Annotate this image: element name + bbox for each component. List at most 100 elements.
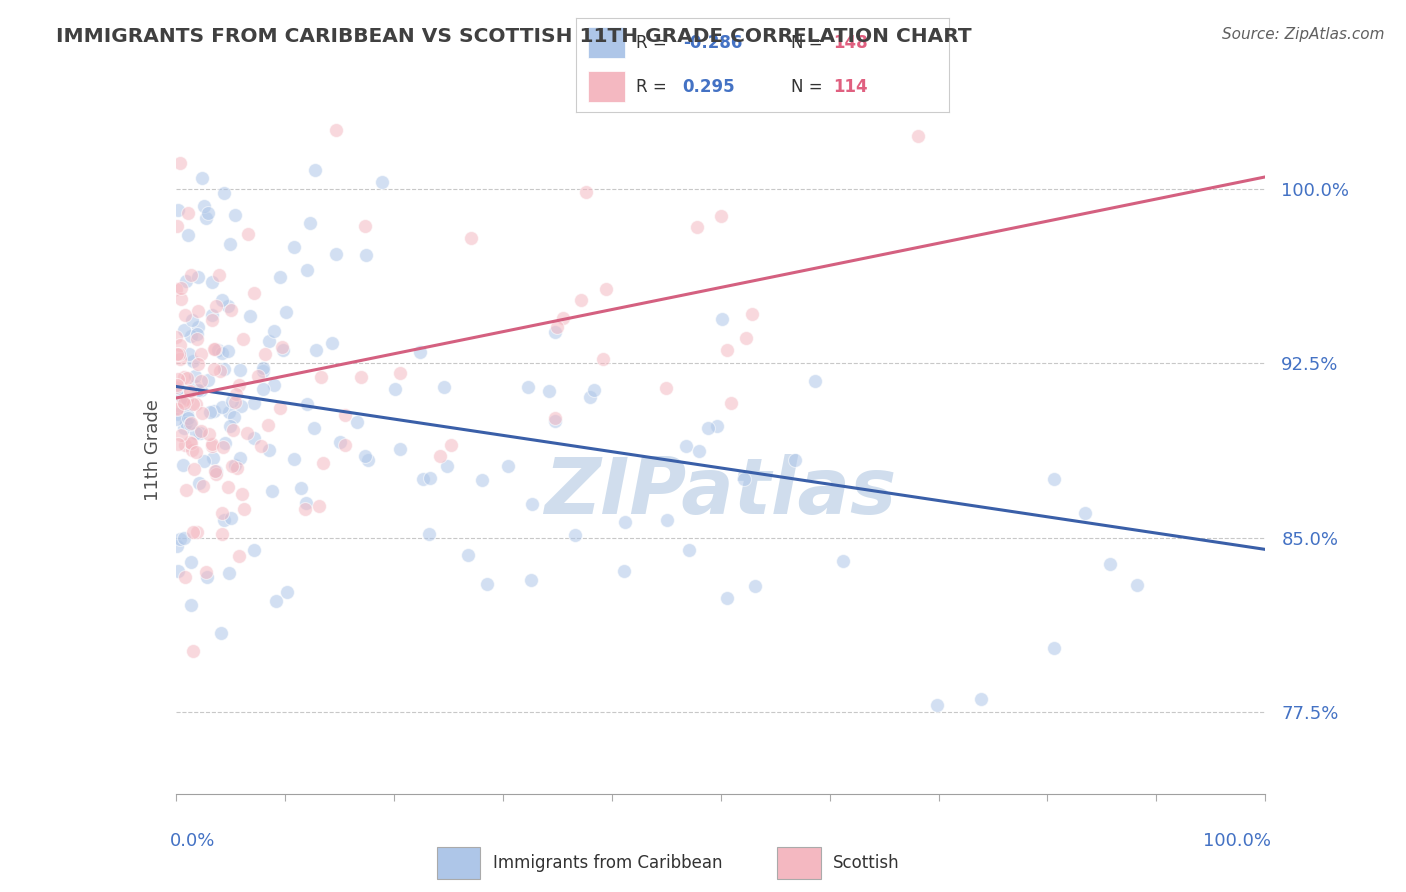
Point xyxy=(613,564,636,578)
Point xyxy=(225,461,247,475)
Point xyxy=(243,543,266,558)
Point xyxy=(173,438,195,452)
Point xyxy=(575,185,598,199)
Point xyxy=(741,307,763,321)
Point xyxy=(309,370,332,384)
Text: 0.0%: 0.0% xyxy=(170,831,215,850)
Point xyxy=(927,698,949,712)
Point xyxy=(217,479,239,493)
Text: -0.286: -0.286 xyxy=(683,34,742,52)
Point xyxy=(544,326,567,340)
Point xyxy=(329,435,352,450)
Point xyxy=(177,410,200,425)
Point xyxy=(471,473,494,487)
Point xyxy=(176,416,198,430)
Point xyxy=(389,366,412,380)
Point xyxy=(710,210,733,224)
Point xyxy=(177,228,200,243)
Point xyxy=(236,425,259,440)
Point xyxy=(205,299,228,313)
Point xyxy=(173,322,195,336)
Point xyxy=(655,512,678,526)
Point xyxy=(165,329,187,343)
Point xyxy=(166,401,188,415)
Point xyxy=(231,487,253,501)
Point xyxy=(295,263,318,277)
Point xyxy=(243,431,266,445)
Point xyxy=(716,591,738,605)
Point xyxy=(538,384,561,398)
Point xyxy=(239,309,262,323)
Point xyxy=(202,404,225,418)
Point xyxy=(384,383,406,397)
Point xyxy=(222,423,245,437)
Point xyxy=(578,391,600,405)
Point xyxy=(170,281,193,295)
Point xyxy=(205,464,228,478)
Point xyxy=(169,532,191,546)
Y-axis label: 11th Grade: 11th Grade xyxy=(143,400,162,501)
Point xyxy=(169,292,191,306)
Point xyxy=(167,202,190,217)
Point xyxy=(720,396,742,410)
Point xyxy=(221,511,243,525)
Point xyxy=(259,442,281,457)
Point xyxy=(429,449,451,463)
Point xyxy=(176,371,198,385)
Point xyxy=(224,208,246,222)
Point xyxy=(686,219,709,234)
Point xyxy=(412,472,434,486)
Point xyxy=(246,368,269,383)
Text: N =: N = xyxy=(790,78,828,95)
Text: Immigrants from Caribbean: Immigrants from Caribbean xyxy=(492,854,723,872)
Point xyxy=(179,434,201,449)
Point xyxy=(238,227,260,242)
Point xyxy=(187,319,209,334)
Point xyxy=(688,444,710,458)
Point xyxy=(229,399,252,413)
Point xyxy=(167,371,190,385)
Point xyxy=(678,542,700,557)
Point xyxy=(174,483,197,497)
Point xyxy=(190,170,212,185)
Text: Scottish: Scottish xyxy=(832,854,900,872)
Point xyxy=(186,525,208,540)
Point xyxy=(418,527,440,541)
Point xyxy=(243,285,266,300)
Point xyxy=(211,401,233,415)
Point xyxy=(389,442,412,456)
Point xyxy=(184,445,207,459)
Point xyxy=(1073,506,1095,520)
Point xyxy=(169,351,191,366)
Point xyxy=(276,585,298,599)
Point xyxy=(177,206,200,220)
Point xyxy=(187,383,209,397)
Point xyxy=(167,407,190,421)
Point xyxy=(214,435,236,450)
Text: ZIPatlas: ZIPatlas xyxy=(544,454,897,530)
Point xyxy=(409,345,432,359)
Point xyxy=(592,352,614,367)
Point xyxy=(970,692,993,706)
Point xyxy=(198,405,221,419)
Point xyxy=(201,308,224,322)
Point xyxy=(295,397,318,411)
Point xyxy=(832,554,855,568)
Point xyxy=(304,163,326,178)
Text: R =: R = xyxy=(636,78,678,95)
Point xyxy=(194,211,217,225)
Point xyxy=(180,313,202,327)
Point xyxy=(496,459,519,474)
Point xyxy=(224,458,246,472)
Point xyxy=(260,484,283,499)
Point xyxy=(217,299,239,313)
Bar xyxy=(437,847,481,879)
Point xyxy=(179,384,201,398)
Point xyxy=(176,392,198,406)
Point xyxy=(475,577,498,591)
Point xyxy=(169,338,191,352)
Point xyxy=(1043,472,1066,486)
Point xyxy=(1099,557,1122,571)
Point xyxy=(250,439,273,453)
Text: 0.295: 0.295 xyxy=(683,78,735,95)
